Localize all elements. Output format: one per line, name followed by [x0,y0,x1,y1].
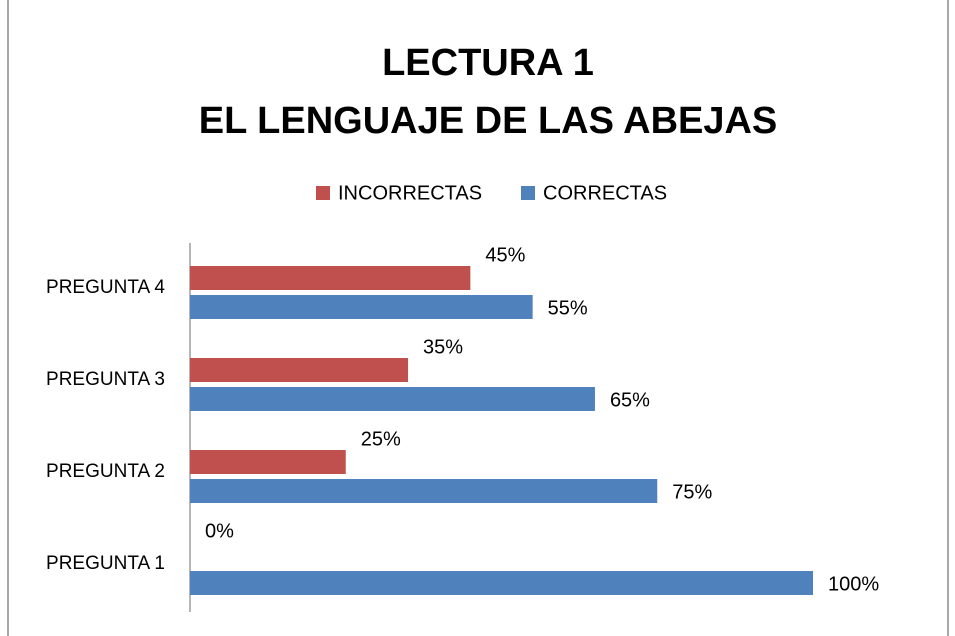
y-tick-label: PREGUNTA 3 [46,369,165,390]
bar [190,387,595,411]
data-label: 35% [423,336,463,358]
chart-border [7,0,949,636]
bar [190,450,346,474]
legend-label: CORRECTAS [543,182,667,204]
data-label: 25% [361,428,401,450]
data-label: 55% [548,297,588,319]
legend-label: INCORRECTAS [338,182,482,204]
y-tick-label: PREGUNTA 1 [46,553,165,574]
bar [190,358,409,382]
data-label: 0% [205,520,234,542]
bar [190,295,533,319]
data-label: 65% [610,389,650,411]
data-label: 75% [672,481,712,503]
y-tick-label: PREGUNTA 2 [46,461,165,482]
bar [190,479,658,503]
legend-swatch [316,186,330,200]
data-label: 45% [485,244,525,266]
data-label: 100% [828,573,879,595]
y-tick-label: PREGUNTA 4 [46,277,165,298]
bar [190,571,813,595]
legend-swatch [521,186,535,200]
chart-title: EL LENGUAJE DE LAS ABEJAS [199,100,778,142]
bar [190,266,471,290]
chart-title: LECTURA 1 [382,42,594,84]
